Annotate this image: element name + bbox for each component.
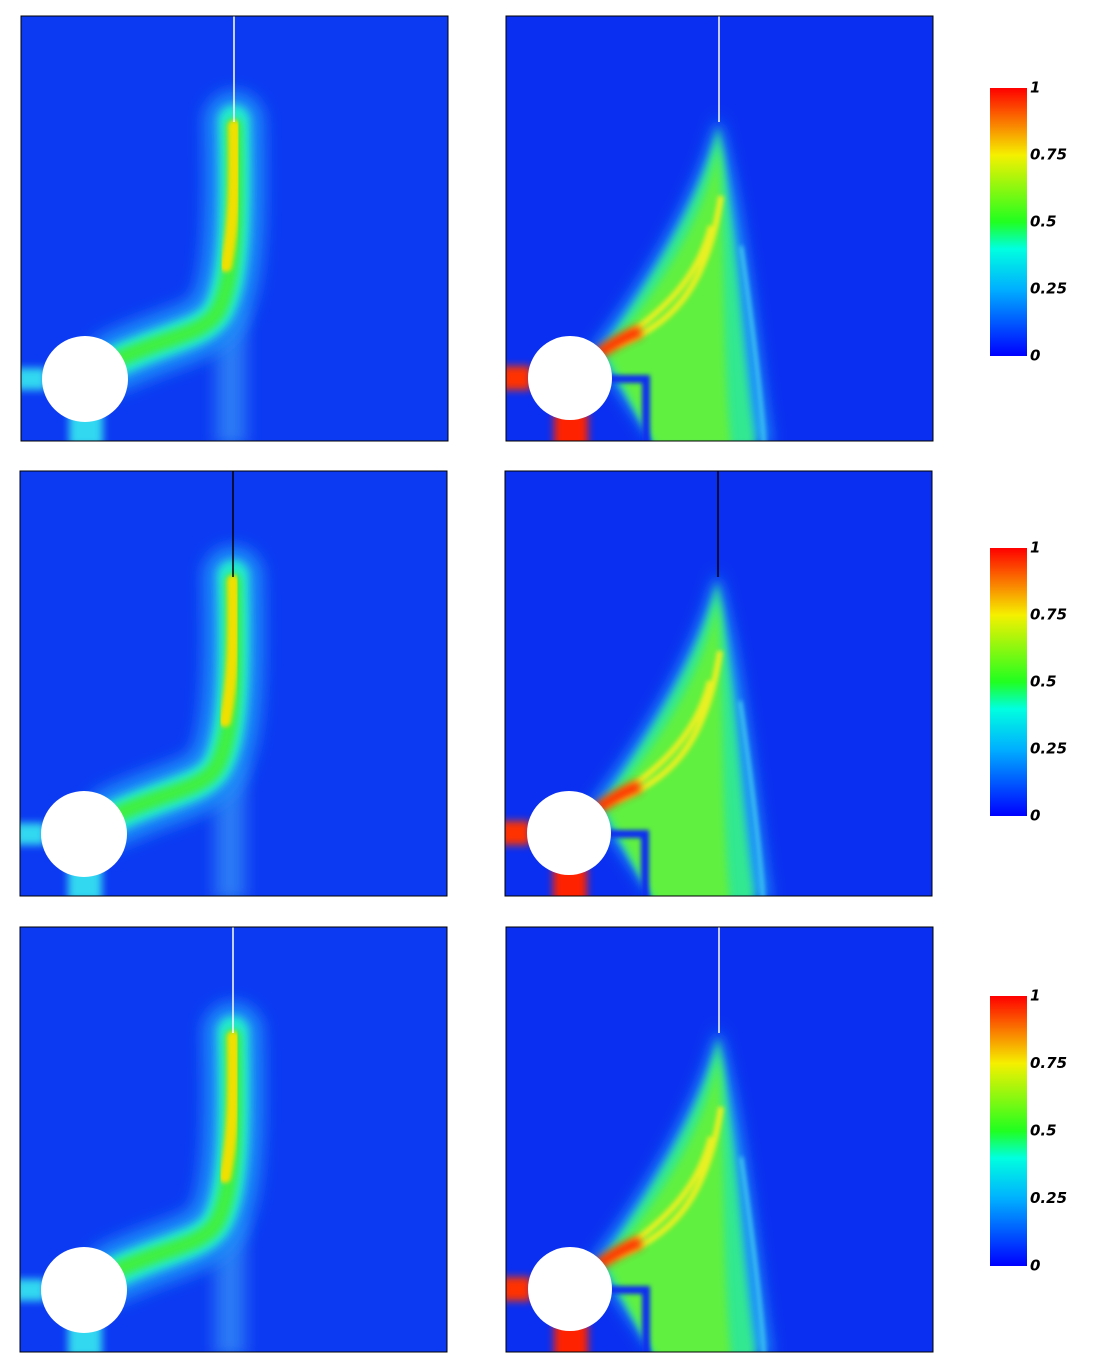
left-panel bbox=[16, 16, 448, 446]
colorbar-tick-label: 0 bbox=[1030, 807, 1040, 825]
panel-border bbox=[19, 926, 448, 1353]
panel-border bbox=[504, 470, 933, 897]
colorbar-tick-label: 0.25 bbox=[1030, 740, 1067, 758]
left-panel bbox=[15, 471, 447, 901]
colorbar-tick-label: 0.75 bbox=[1030, 1054, 1067, 1072]
panel-border bbox=[505, 926, 934, 1353]
colorbar-tick-label: 0.5 bbox=[1030, 673, 1057, 691]
right-panel bbox=[501, 16, 933, 451]
colorbar-tick-label: 1 bbox=[1030, 539, 1040, 557]
colorbar-tick-label: 0.75 bbox=[1030, 146, 1067, 164]
colorbar-tick-label: 0.5 bbox=[1030, 213, 1057, 231]
panel-border bbox=[505, 15, 934, 442]
panel-border bbox=[20, 15, 449, 442]
colorbar bbox=[990, 88, 1027, 356]
colorbar-tick-label: 0 bbox=[1030, 347, 1040, 365]
colorbar bbox=[990, 996, 1027, 1266]
right-panel bbox=[501, 927, 933, 1362]
right-panel bbox=[500, 471, 932, 906]
colorbar-tick-label: 1 bbox=[1030, 79, 1040, 97]
colorbar-tick-label: 1 bbox=[1030, 987, 1040, 1005]
colorbar-tick-label: 0.5 bbox=[1030, 1122, 1057, 1140]
left-panel bbox=[15, 927, 447, 1357]
colorbar-tick-label: 0.25 bbox=[1030, 280, 1067, 298]
colorbar bbox=[990, 548, 1027, 816]
panel-border bbox=[19, 470, 448, 897]
colorbar-tick-label: 0 bbox=[1030, 1257, 1040, 1275]
colorbar-tick-label: 0.75 bbox=[1030, 606, 1067, 624]
colorbar-tick-label: 0.25 bbox=[1030, 1189, 1067, 1207]
